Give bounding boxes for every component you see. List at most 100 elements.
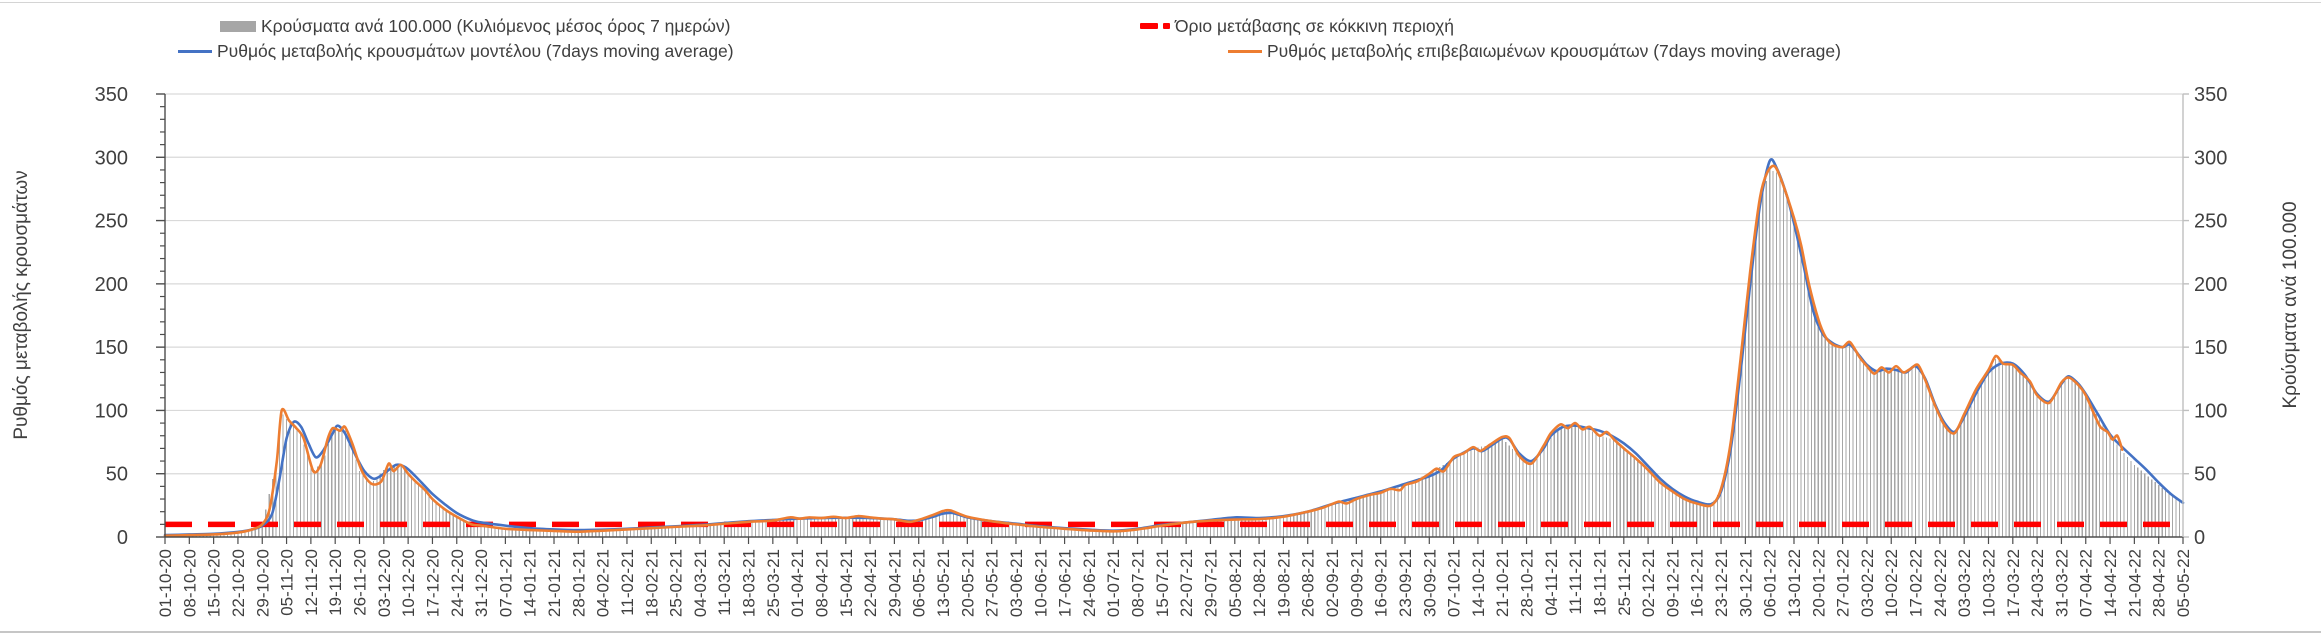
x-tick-label: 10-12-20 — [399, 549, 418, 617]
y-axis-right-title: Κρούσματα ανά 100.000 — [2280, 201, 2301, 408]
x-tick-label: 26-11-20 — [351, 549, 370, 616]
legend-label-red-threshold: Όριο μετάβασης σε κόκκινη περιοχή — [1175, 15, 1455, 36]
x-tick-label: 14-01-21 — [521, 549, 540, 617]
axes — [156, 93, 2189, 538]
bar-swatch-icon — [220, 20, 256, 32]
x-tick-label: 20-01-22 — [1809, 549, 1828, 617]
x-tick-label: 20-05-21 — [958, 549, 977, 617]
x-tick-label: 01-04-21 — [788, 549, 807, 617]
x-tick-label: 18-03-21 — [740, 549, 759, 617]
x-tick-label: 30-09-21 — [1420, 549, 1439, 617]
x-tick-label: 08-10-20 — [180, 549, 199, 617]
legend-label-cases-per-100k: Κρούσματα ανά 100.000 (Κυλιόμενος μέσος … — [261, 15, 731, 36]
x-tick-label: 31-03-22 — [2052, 549, 2071, 617]
legend-item-confirmed-rate: Ρυθμός μεταβολής επιβεβαιωμένων κρουσμάτ… — [1228, 40, 1841, 62]
x-tick-label: 05-11-20 — [278, 549, 297, 616]
bars-cases-per-100k — [164, 169, 2184, 537]
x-tick-label: 12-11-20 — [302, 549, 321, 616]
x-tick-label: 30-12-21 — [1736, 549, 1755, 617]
x-tick-label: 17-02-22 — [1907, 549, 1926, 617]
y-tick-label: 0 — [2194, 527, 2205, 549]
x-tick-label: 07-01-21 — [496, 549, 515, 617]
x-tick-label: 24-06-21 — [1080, 549, 1099, 617]
x-tick-label: 13-01-22 — [1785, 549, 1804, 617]
blue-line-swatch-icon — [178, 49, 212, 53]
x-tick-label: 14-10-21 — [1469, 549, 1488, 617]
x-tick-label: 06-05-21 — [910, 549, 929, 617]
x-tick-label: 03-06-21 — [1007, 549, 1026, 617]
x-tick-label: 07-10-21 — [1445, 549, 1464, 617]
x-tick-label: 04-02-21 — [594, 549, 613, 617]
x-tick-label: 21-01-21 — [545, 549, 564, 617]
legend-label-model-rate: Ρυθμός μεταβολής κρουσμάτων μοντέλου (7d… — [217, 40, 734, 61]
x-tick-label: 24-02-22 — [1931, 549, 1950, 617]
x-tick-label: 23-12-21 — [1712, 549, 1731, 617]
x-tick-label: 15-07-21 — [1153, 549, 1172, 617]
legend-item-model-rate: Ρυθμός μεταβολής κρουσμάτων μοντέλου (7d… — [178, 40, 734, 62]
x-tick-label: 17-12-20 — [423, 549, 442, 617]
x-tick-label: 21-10-21 — [1493, 549, 1512, 617]
x-tick-label: 16-12-21 — [1688, 549, 1707, 617]
y-axis-left-title: Ρυθμός μεταβολής κρουσμάτων — [11, 170, 32, 439]
x-tick-label: 27-01-22 — [1834, 549, 1853, 617]
x-tick-label: 05-05-22 — [2174, 549, 2193, 617]
x-tick-label: 14-04-22 — [2101, 549, 2120, 617]
y-tick-label: 150 — [2194, 337, 2227, 359]
gridlines — [165, 93, 2183, 475]
x-tick-label: 10-06-21 — [1031, 549, 1050, 617]
x-tick-label: 02-12-21 — [1639, 549, 1658, 617]
y-tick-label: 300 — [95, 147, 128, 169]
y-tick-label: 200 — [95, 274, 128, 296]
x-tick-label: 28-04-22 — [2150, 549, 2169, 617]
x-tick-label: 04-03-21 — [691, 549, 710, 617]
y-tick-label: 350 — [95, 84, 128, 106]
x-tick-label: 29-04-21 — [885, 549, 904, 617]
x-tick-label: 11-11-21 — [1566, 549, 1585, 615]
x-tick-label: 23-09-21 — [1396, 549, 1415, 617]
y-tick-label: 150 — [95, 337, 128, 359]
x-tick-label: 11-02-21 — [618, 549, 637, 616]
y-tick-label: 350 — [2194, 84, 2227, 106]
legend-label-confirmed-rate: Ρυθμός μεταβολής επιβεβαιωμένων κρουσμάτ… — [1267, 40, 1841, 61]
x-tick-label: 26-08-21 — [1299, 549, 1318, 617]
y-tick-label: 250 — [95, 211, 128, 233]
x-tick-label: 28-10-21 — [1518, 549, 1537, 617]
x-tick-label: 02-09-21 — [1323, 549, 1342, 617]
x-tick-label: 01-10-20 — [156, 549, 175, 617]
x-tick-label: 24-12-20 — [448, 549, 467, 617]
legend-item-cases-per-100k: Κρούσματα ανά 100.000 (Κυλιόμενος μέσος … — [220, 15, 730, 37]
x-tick-label: 18-02-21 — [642, 549, 661, 617]
y-axis-right-tick-labels: 0 50 100 150 200 250 300 350 — [2194, 84, 2227, 549]
x-tick-label: 19-08-21 — [1274, 549, 1293, 617]
x-tick-label: 13-05-21 — [934, 549, 953, 617]
x-tick-label: 16-09-21 — [1372, 549, 1391, 617]
x-tick-label: 15-04-21 — [837, 549, 856, 617]
x-tick-label: 15-10-20 — [205, 549, 224, 617]
y-tick-label: 300 — [2194, 147, 2227, 169]
x-tick-label: 06-01-22 — [1761, 549, 1780, 617]
y-tick-label: 100 — [95, 400, 128, 422]
x-tick-label: 07-04-22 — [2077, 549, 2096, 617]
orange-line-swatch-icon — [1228, 49, 1262, 53]
x-tick-label: 29-07-21 — [1201, 549, 1220, 617]
x-axis-tick-labels: 01-10-20 08-10-20 15-10-20 22-10-20 29-10-20… — [156, 537, 2193, 617]
x-tick-label: 09-12-21 — [1663, 549, 1682, 617]
x-tick-label: 29-10-20 — [253, 549, 272, 617]
y-tick-label: 0 — [117, 527, 128, 549]
y-tick-label: 50 — [106, 464, 128, 486]
x-tick-label: 04-11-21 — [1542, 549, 1561, 616]
x-tick-label: 25-11-21 — [1615, 549, 1634, 616]
x-tick-label: 05-08-21 — [1226, 549, 1245, 617]
y-axis-left-tick-labels: 0 50 100 150 200 250 300 350 — [95, 84, 128, 549]
x-tick-label: 22-10-20 — [229, 549, 248, 617]
x-tick-label: 21-04-22 — [2125, 549, 2144, 617]
y-tick-label: 250 — [2194, 211, 2227, 233]
x-tick-label: 10-02-22 — [1882, 549, 1901, 617]
x-tick-label: 17-03-22 — [2004, 549, 2023, 617]
x-tick-label: 18-11-21 — [1590, 549, 1609, 616]
x-tick-label: 28-01-21 — [569, 549, 588, 617]
x-tick-label: 19-11-20 — [326, 549, 345, 616]
y-tick-label: 50 — [2194, 464, 2216, 486]
